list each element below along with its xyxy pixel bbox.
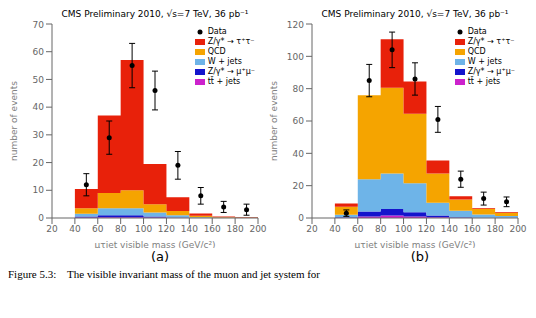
svg-text:100: 100 <box>287 52 304 62</box>
svg-text:140: 140 <box>181 224 198 234</box>
svg-text:200: 200 <box>509 224 526 234</box>
svg-text:60: 60 <box>293 116 305 126</box>
svg-text:140: 140 <box>441 224 458 234</box>
svg-text:μτjet visible mass (GeV/c²): μτjet visible mass (GeV/c²) <box>95 240 216 248</box>
html-text:QCD: QCD <box>467 47 486 56</box>
svg-text:160: 160 <box>464 224 481 234</box>
html-text:Data: Data <box>207 27 227 36</box>
svg-text:70: 70 <box>33 20 45 30</box>
svg-text:40: 40 <box>69 224 81 234</box>
html-text:QCD: QCD <box>207 47 226 56</box>
svg-text:120: 120 <box>158 224 175 234</box>
svg-text:number of events: number of events <box>269 81 279 161</box>
svg-text:80: 80 <box>375 224 387 234</box>
html-text:tt̄ + jets: tt̄ + jets <box>467 77 501 86</box>
svg-text:100: 100 <box>395 224 412 234</box>
html-text:CMS Preliminary 2010, √s=7 TeV: CMS Preliminary 2010, √s=7 TeV, 36 pb⁻¹ <box>61 9 249 19</box>
html-text:Data: Data <box>467 27 487 36</box>
svg-text:180: 180 <box>487 224 504 234</box>
svg-text:200: 200 <box>249 224 266 234</box>
svg-text:20: 20 <box>33 158 45 168</box>
html-text:tt̄ + jets: tt̄ + jets <box>207 77 241 86</box>
svg-text:60: 60 <box>33 47 45 57</box>
svg-text:120: 120 <box>418 224 435 234</box>
html-text:CMS Preliminary 2010, √s=7 TeV: CMS Preliminary 2010, √s=7 TeV, 36 pb⁻¹ <box>321 9 509 19</box>
svg-text:60: 60 <box>92 224 104 234</box>
svg-text:40: 40 <box>293 149 305 159</box>
html-text:Z/γ* → τ⁺τ⁻: Z/γ* → τ⁺τ⁻ <box>207 37 255 46</box>
html-text:Z/γ* → μ⁺μ⁻: Z/γ* → μ⁺μ⁻ <box>207 67 255 76</box>
html-text:W + jets: W + jets <box>467 57 502 66</box>
svg-text:20: 20 <box>293 181 305 191</box>
html-text:Figure 5.3: The visible invari: Figure 5.3: The visible invariant mass o… <box>8 268 320 280</box>
html-text:Z/γ* → τ⁺τ⁻: Z/γ* → τ⁺τ⁻ <box>467 37 515 46</box>
svg-text:80: 80 <box>115 224 127 234</box>
svg-text:0: 0 <box>298 213 304 223</box>
svg-text:100: 100 <box>135 224 152 234</box>
svg-text:80: 80 <box>293 84 305 94</box>
svg-text:20: 20 <box>306 224 318 234</box>
svg-text:number of events: number of events <box>9 81 19 161</box>
svg-text:20: 20 <box>46 224 58 234</box>
svg-text:40: 40 <box>33 102 45 112</box>
svg-text:50: 50 <box>33 75 45 85</box>
svg-text:160: 160 <box>204 224 221 234</box>
html-text:(a): (a) <box>150 249 170 264</box>
html-text:(b): (b) <box>410 249 430 264</box>
svg-text:10: 10 <box>33 185 45 195</box>
html-text:W + jets: W + jets <box>207 57 242 66</box>
svg-text:180: 180 <box>227 224 244 234</box>
svg-text:60: 60 <box>352 224 364 234</box>
svg-text:0: 0 <box>38 213 44 223</box>
html-text:Z/γ* → μ⁺μ⁻: Z/γ* → μ⁺μ⁻ <box>467 67 515 76</box>
svg-text:40: 40 <box>329 224 341 234</box>
svg-text:μτjet visible mass (GeV/c²): μτjet visible mass (GeV/c²) <box>355 240 476 248</box>
svg-text:30: 30 <box>33 130 45 140</box>
svg-text:120: 120 <box>287 20 304 30</box>
